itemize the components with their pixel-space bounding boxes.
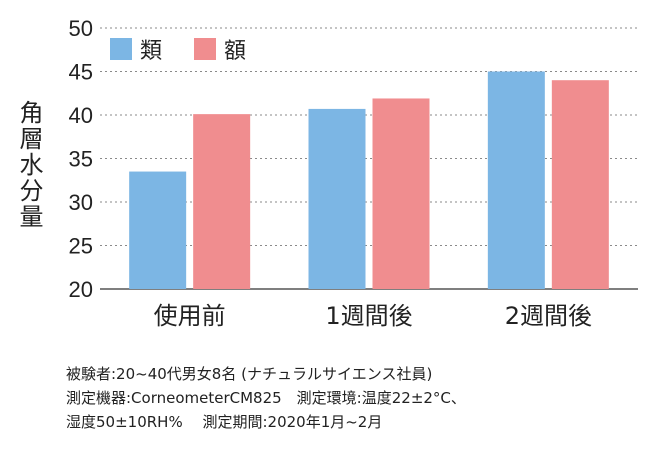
bar-series-2 bbox=[372, 98, 430, 289]
y-tick-labels: 20 25 30 35 40 45 50 bbox=[69, 16, 93, 302]
y-tick-label: 25 bbox=[69, 234, 93, 259]
grid-lines bbox=[100, 27, 638, 290]
legend-label: 額 bbox=[224, 39, 246, 64]
legend-swatch bbox=[194, 38, 216, 60]
y-tick-label: 30 bbox=[69, 190, 93, 215]
note-subjects: 被験者:20~40代男女8名 (ナチュラルサイエンス社員) bbox=[66, 365, 433, 383]
bar-series-2 bbox=[551, 80, 609, 289]
category-label: 2週間後 bbox=[505, 302, 592, 330]
y-tick-label: 40 bbox=[69, 103, 93, 128]
bar-series-2 bbox=[193, 114, 251, 289]
legend-swatch bbox=[110, 38, 132, 60]
category-label: 使用前 bbox=[154, 302, 226, 330]
y-tick-label: 20 bbox=[69, 277, 93, 302]
bar-series-1 bbox=[129, 171, 187, 289]
category-labels: 使用前 1週間後 2週間後 bbox=[154, 302, 592, 330]
bar-chart: 20253035404550 使用前 1週間後 2週間後 類額 bbox=[69, 16, 638, 330]
y-tick-label: 35 bbox=[69, 147, 93, 172]
y-axis-label: 角層水分量 bbox=[15, 100, 43, 230]
y-tick-label: 45 bbox=[69, 60, 93, 85]
note-period: 湿度50±10RH% 測定期間:2020年1月~2月 bbox=[66, 413, 383, 431]
category-label: 1週間後 bbox=[325, 302, 412, 330]
bar-series-1 bbox=[487, 71, 545, 289]
legend-label: 類 bbox=[140, 39, 162, 64]
bar-series-1 bbox=[308, 108, 366, 289]
y-tick-label: 50 bbox=[69, 16, 93, 41]
bars bbox=[129, 71, 609, 289]
legend: 類額 bbox=[110, 38, 246, 64]
note-instrument: 測定機器:CorneometerCM825 測定環境:温度22±2°C、 bbox=[66, 389, 466, 407]
test-notes: 被験者:20~40代男女8名 (ナチュラルサイエンス社員) 測定機器:Corne… bbox=[66, 362, 646, 434]
